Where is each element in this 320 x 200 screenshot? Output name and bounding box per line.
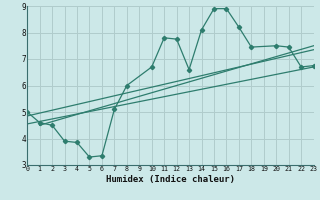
X-axis label: Humidex (Indice chaleur): Humidex (Indice chaleur) bbox=[106, 175, 235, 184]
